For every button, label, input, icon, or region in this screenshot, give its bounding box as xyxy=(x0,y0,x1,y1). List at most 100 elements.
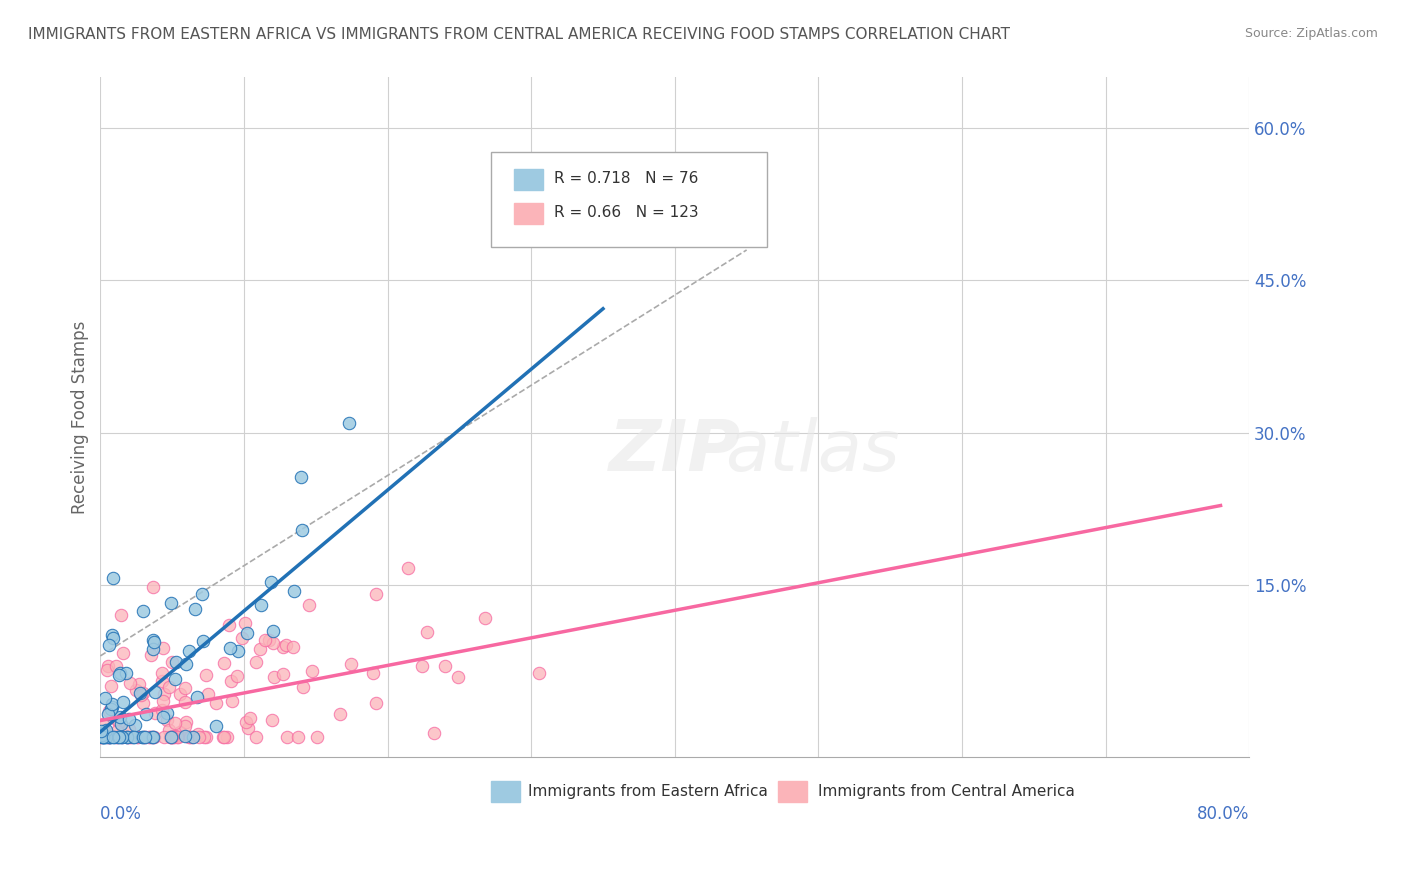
Point xyxy=(121,730,143,744)
Point xyxy=(205,696,228,710)
Point xyxy=(90,730,112,744)
Point xyxy=(91,717,114,731)
Point xyxy=(97,659,120,673)
Point xyxy=(290,470,312,484)
Point xyxy=(135,706,157,721)
Point xyxy=(260,714,283,728)
Text: atlas: atlas xyxy=(725,417,900,486)
Point xyxy=(226,644,249,658)
Point xyxy=(98,704,121,718)
Text: Immigrants from Central America: Immigrants from Central America xyxy=(818,784,1076,799)
Point xyxy=(160,656,183,670)
Point xyxy=(111,730,134,744)
Point xyxy=(281,640,304,654)
Point xyxy=(287,730,309,744)
Point xyxy=(235,616,257,631)
Point xyxy=(212,730,235,744)
Point xyxy=(212,730,235,744)
Point xyxy=(94,724,117,739)
Point xyxy=(93,730,115,744)
Text: 80.0%: 80.0% xyxy=(1197,805,1250,823)
Point xyxy=(291,681,314,695)
Point xyxy=(105,730,128,744)
Point xyxy=(160,730,183,744)
Point xyxy=(190,587,212,601)
Point xyxy=(218,640,240,655)
FancyBboxPatch shape xyxy=(491,153,766,247)
Point xyxy=(127,730,149,744)
Point xyxy=(107,730,129,744)
Point xyxy=(91,728,114,742)
Point xyxy=(128,686,150,700)
Point xyxy=(186,690,208,705)
Point xyxy=(108,665,131,680)
Point xyxy=(163,729,186,743)
Point xyxy=(97,706,120,721)
Point xyxy=(132,604,155,618)
Point xyxy=(250,598,273,612)
Point xyxy=(422,725,444,739)
Point xyxy=(134,730,156,744)
Point xyxy=(179,730,201,744)
Point xyxy=(157,680,180,694)
Point xyxy=(283,583,305,598)
Point xyxy=(132,686,155,700)
Point xyxy=(366,696,388,710)
Point xyxy=(159,723,181,737)
Point xyxy=(111,730,134,744)
Point xyxy=(120,730,142,744)
Point xyxy=(291,523,314,537)
Point xyxy=(433,659,456,673)
Point xyxy=(253,632,276,647)
Point xyxy=(118,723,141,737)
Point xyxy=(273,667,295,681)
Point xyxy=(124,718,146,732)
Text: Source: ZipAtlas.com: Source: ZipAtlas.com xyxy=(1244,27,1378,40)
Point xyxy=(101,699,124,714)
Point xyxy=(131,730,153,744)
Point xyxy=(94,691,117,706)
Point xyxy=(89,730,111,744)
Point xyxy=(174,657,197,672)
Point xyxy=(177,644,200,658)
Point xyxy=(263,670,285,684)
Point xyxy=(249,642,271,657)
Point xyxy=(197,687,219,701)
Text: R = 0.66   N = 123: R = 0.66 N = 123 xyxy=(554,204,699,219)
Point xyxy=(115,730,138,744)
Point xyxy=(179,730,201,744)
Point xyxy=(117,730,139,744)
Point xyxy=(107,730,129,744)
Point xyxy=(101,571,124,585)
Point xyxy=(110,730,132,744)
Point xyxy=(274,638,297,652)
Point xyxy=(160,730,183,744)
Point xyxy=(163,715,186,730)
Point xyxy=(143,635,166,649)
Point xyxy=(411,659,433,673)
Point xyxy=(298,598,321,612)
Point xyxy=(94,723,117,737)
Point xyxy=(101,628,124,642)
Point xyxy=(474,611,496,625)
Point xyxy=(174,681,197,695)
Point xyxy=(131,688,153,702)
Point xyxy=(167,730,190,744)
Point xyxy=(231,631,253,645)
Point xyxy=(187,727,209,741)
Point xyxy=(152,694,174,708)
Point xyxy=(205,719,228,733)
Point xyxy=(98,730,121,744)
Point xyxy=(245,655,267,669)
Point xyxy=(101,631,124,645)
Point xyxy=(260,574,283,589)
Point xyxy=(364,587,387,601)
Point xyxy=(111,695,134,709)
Point xyxy=(156,713,179,727)
Bar xyxy=(515,203,543,224)
Point xyxy=(174,729,197,743)
Point xyxy=(276,730,298,744)
Point xyxy=(301,665,323,679)
Point xyxy=(183,730,205,744)
Point xyxy=(218,618,240,632)
